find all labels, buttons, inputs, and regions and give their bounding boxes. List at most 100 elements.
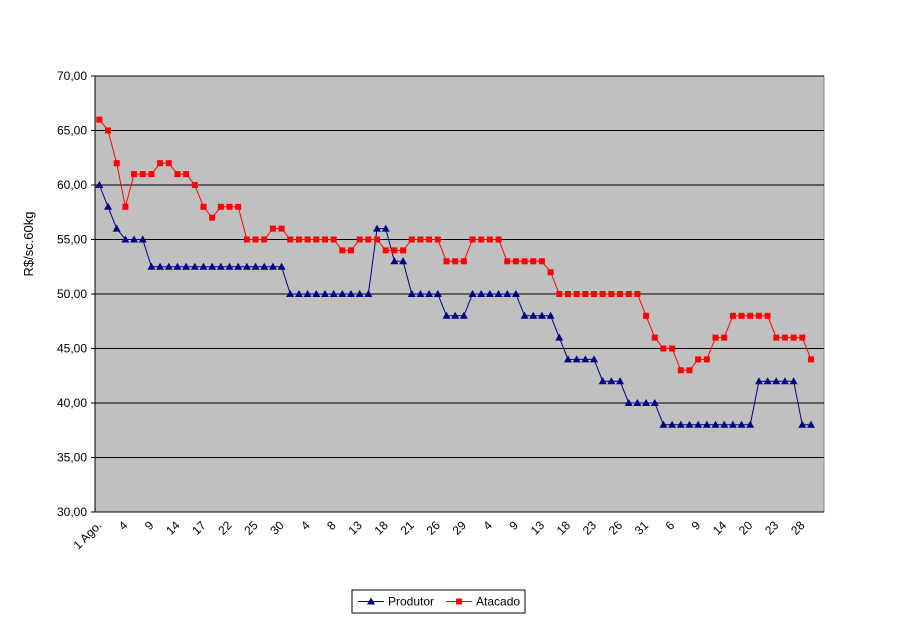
y-tick-label: 50,00	[57, 287, 87, 301]
point	[737, 420, 746, 428]
x-tick-label: 18	[554, 518, 574, 538]
x-tick-label: 26	[606, 518, 626, 538]
x-tick-label: 4	[480, 518, 495, 533]
point	[798, 420, 807, 428]
y-tick-label: 70,00	[57, 69, 87, 83]
legend-label: Produtor	[388, 595, 434, 609]
point	[183, 171, 190, 178]
y-tick-label: 35,00	[57, 451, 87, 465]
point	[643, 312, 650, 319]
point	[634, 291, 641, 297]
point	[122, 203, 129, 210]
point	[243, 236, 250, 243]
point	[277, 262, 286, 270]
point	[721, 334, 728, 341]
point	[608, 291, 615, 297]
legend-box	[351, 589, 526, 614]
point	[590, 355, 599, 363]
point	[130, 235, 139, 243]
point	[347, 290, 356, 297]
point	[112, 224, 121, 232]
point	[676, 420, 685, 428]
point	[695, 356, 702, 363]
point	[755, 312, 762, 319]
point	[660, 345, 667, 352]
point	[165, 160, 172, 167]
point	[711, 420, 720, 428]
point	[200, 203, 207, 210]
point	[390, 257, 399, 265]
point	[209, 214, 216, 221]
point	[685, 420, 694, 428]
x-tick-label: 25	[241, 518, 261, 538]
point	[174, 171, 181, 178]
point	[443, 258, 450, 265]
point	[651, 334, 658, 341]
point	[381, 224, 390, 232]
x-tick-label: 21	[398, 518, 418, 538]
point	[781, 334, 788, 341]
point	[511, 290, 520, 297]
point	[728, 420, 737, 428]
point	[694, 420, 703, 428]
point	[452, 258, 459, 265]
x-tick-label: 17	[189, 518, 209, 538]
point	[763, 377, 772, 385]
x-tick-label: 23	[762, 518, 782, 538]
point	[477, 290, 486, 297]
x-tick-label: 31	[632, 518, 652, 538]
x-tick-label: 22	[215, 518, 235, 538]
y-axis-label: R$/sc.60kg	[21, 211, 36, 276]
x-tick-label: 9	[689, 518, 704, 533]
point	[95, 181, 104, 188]
point	[182, 262, 191, 270]
point	[260, 262, 269, 270]
point	[582, 291, 589, 297]
y-tick-label: 55,00	[57, 233, 87, 247]
point	[572, 355, 581, 363]
point	[451, 311, 460, 319]
point	[581, 355, 590, 363]
point	[313, 236, 320, 243]
point	[294, 290, 303, 297]
point	[156, 262, 165, 270]
point	[148, 171, 155, 178]
point	[286, 290, 295, 297]
point	[261, 236, 268, 243]
point	[173, 262, 182, 270]
point	[555, 333, 564, 341]
point	[208, 262, 217, 270]
point	[521, 258, 528, 265]
point	[806, 420, 815, 428]
point	[537, 311, 546, 319]
point	[399, 257, 408, 265]
point	[617, 291, 624, 297]
point	[320, 290, 329, 297]
point	[624, 399, 633, 406]
x-tick-label: 14	[710, 518, 730, 538]
point	[469, 236, 476, 243]
point	[529, 311, 538, 319]
y-tick-label: 45,00	[57, 342, 87, 356]
point	[773, 334, 780, 341]
point	[747, 312, 754, 319]
legend-marker	[456, 598, 463, 605]
point	[235, 203, 242, 210]
point	[556, 291, 563, 297]
point	[287, 236, 294, 243]
point	[234, 262, 243, 270]
point	[199, 262, 208, 270]
point	[780, 377, 789, 385]
point	[217, 203, 224, 210]
point	[546, 311, 555, 319]
point	[242, 262, 251, 270]
point	[355, 290, 364, 297]
point	[426, 236, 433, 243]
point	[530, 258, 537, 265]
x-tick-label: 20	[736, 518, 756, 538]
point	[789, 377, 798, 385]
point	[304, 236, 311, 243]
point	[105, 127, 112, 134]
point	[374, 236, 381, 243]
